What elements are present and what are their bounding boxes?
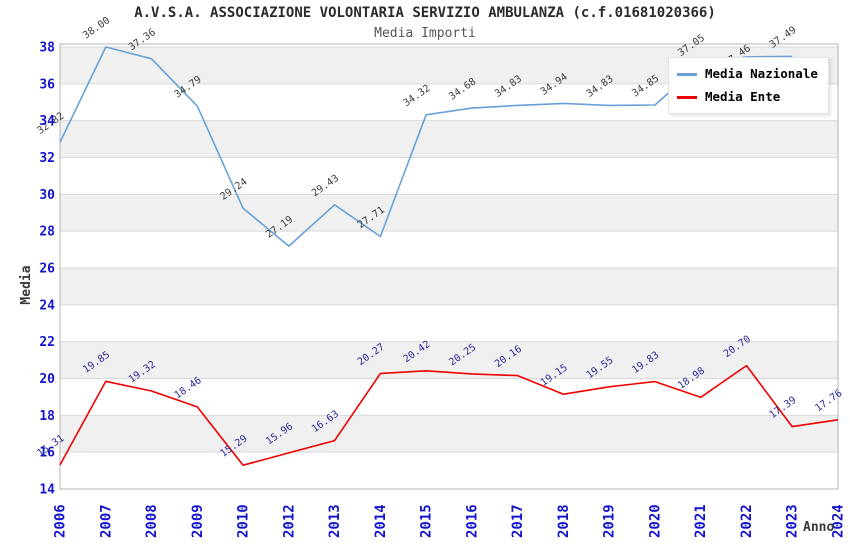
x-axis-tick-label: 2020	[647, 504, 663, 538]
x-axis-tick-label: 2013	[327, 504, 343, 538]
x-axis-title: Anno	[803, 520, 834, 535]
x-axis-tick-label: 2022	[739, 504, 755, 538]
x-axis-tick-label: 2009	[190, 504, 206, 538]
legend-label: Media Ente	[705, 89, 781, 104]
legend-item-media-ente: Media Ente	[677, 87, 818, 107]
x-axis-tick-label: 2024	[831, 504, 847, 538]
y-axis-tick-label: 14	[39, 483, 55, 498]
x-axis-tick-label: 2010	[236, 504, 252, 538]
x-axis-tick-label: 2012	[281, 504, 297, 538]
value-label-media-nazionale: 38.00	[81, 15, 112, 41]
y-axis-tick-label: 16	[39, 446, 55, 461]
legend-item-media-nazionale: Media Nazionale	[677, 64, 818, 84]
y-axis-tick-label: 36	[39, 77, 55, 92]
x-axis-tick-label: 2017	[510, 504, 526, 538]
y-axis-tick-label: 34	[39, 114, 55, 129]
x-axis-tick-label: 2021	[693, 504, 709, 538]
x-axis-tick-label: 2023	[785, 504, 801, 538]
media-ente-line	[59, 364, 839, 467]
y-axis-tick-label: 20	[39, 372, 55, 387]
x-axis-tick-label: 2015	[419, 504, 435, 538]
grid-band	[60, 268, 838, 305]
y-axis-tick-label: 38	[39, 41, 55, 56]
y-axis-tick-label: 18	[39, 409, 55, 424]
x-axis-tick-label: 2019	[602, 504, 618, 538]
y-axis-tick-label: 30	[39, 188, 55, 203]
y-axis-tick-label: 32	[39, 151, 55, 166]
legend-swatch-media-nazionale	[677, 72, 697, 76]
plot-border	[59, 43, 839, 490]
legend-swatch-media-ente	[677, 95, 697, 99]
y-axis-tick-label: 24	[39, 298, 55, 313]
chart-subtitle: Media Importi	[374, 26, 476, 41]
y-axis-tick-label: 26	[39, 262, 55, 277]
x-axis-tick-label: 2014	[373, 504, 389, 538]
y-axis-title: Media	[19, 265, 34, 304]
x-axis-tick-label: 2016	[464, 504, 480, 538]
legend-label: Media Nazionale	[705, 66, 818, 81]
x-axis-tick-label: 2007	[98, 504, 114, 538]
x-axis-tick-label: 2008	[144, 504, 160, 538]
x-axis-tick-label: 2018	[556, 504, 572, 538]
grid-band	[60, 120, 838, 158]
y-axis-tick-label: 22	[39, 335, 55, 350]
x-axis-tick-label: 2006	[53, 504, 69, 538]
grid-band	[60, 194, 838, 232]
chart-title: A.V.S.A. ASSOCIAZIONE VOLONTARIA SERVIZI…	[134, 5, 716, 21]
grid-band	[60, 415, 838, 453]
y-axis-tick-label: 28	[39, 225, 55, 240]
chart-legend: Media Nazionale Media Ente	[668, 57, 829, 114]
